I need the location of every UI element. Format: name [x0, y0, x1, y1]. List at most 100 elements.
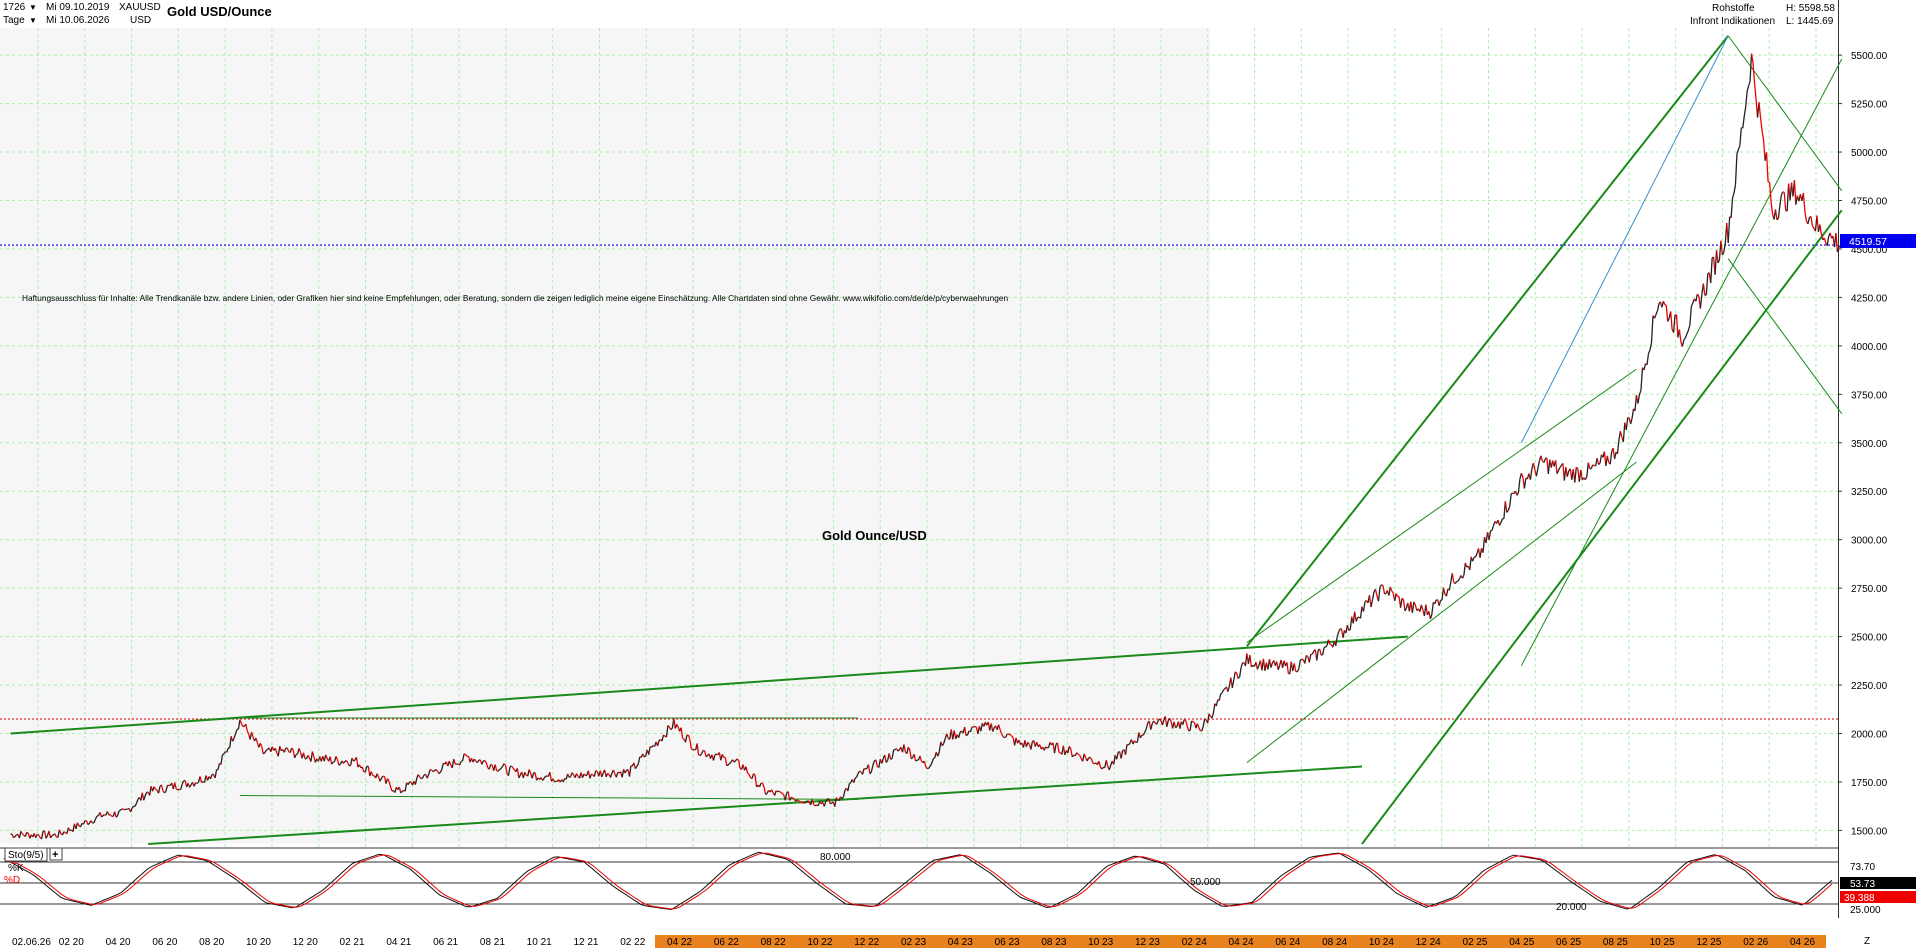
price-segment-down: [1234, 671, 1238, 674]
price-segment-up: [420, 777, 423, 780]
price-segment-up: [1637, 394, 1641, 404]
price-segment-down: [1198, 727, 1201, 731]
trend-line: [148, 765, 1363, 845]
price-segment-down: [1504, 501, 1508, 513]
price-segment-up: [1687, 325, 1691, 331]
price-segment-up: [720, 754, 723, 761]
currency: USD: [130, 15, 151, 26]
price-segment-down: [649, 745, 652, 748]
bars-dropdown-icon[interactable]: ▼: [29, 3, 37, 12]
price-segment-up: [1586, 462, 1589, 477]
price-segment-down: [1077, 753, 1081, 756]
price-segment-up: [441, 762, 444, 770]
price-segment-up: [1202, 718, 1206, 727]
price-segment-up: [1053, 744, 1057, 754]
price-segment-up: [1734, 153, 1738, 185]
price-segment-down: [1720, 240, 1724, 256]
price-segment-up: [422, 774, 425, 779]
start-date: Mi 09.10.2019: [46, 2, 110, 13]
price-segment-up: [1161, 719, 1165, 726]
price-segment-up: [1510, 492, 1513, 495]
price-segment-down: [367, 766, 371, 777]
x-tick-label: 04 26: [1790, 937, 1815, 948]
zoom-icon[interactable]: Z: [1864, 936, 1870, 947]
price-segment-down: [239, 719, 242, 724]
price-segment-up: [1108, 765, 1112, 771]
price-segment-down: [1758, 102, 1762, 118]
price-segment-up: [497, 769, 501, 772]
price-segment-up: [1142, 731, 1146, 736]
price-segment-up: [1127, 742, 1131, 746]
add-indicator-button[interactable]: [49, 847, 63, 861]
price-segment-down: [435, 768, 438, 772]
price-segment-up: [1441, 587, 1445, 600]
plot-shade: [0, 28, 1210, 844]
price-segment-up: [461, 753, 465, 761]
price-segment-up: [115, 815, 119, 818]
price-segment-up: [277, 746, 281, 757]
price-segment-up: [1656, 303, 1660, 311]
x-tick-label: 08 20: [199, 937, 224, 948]
price-segment-up: [1498, 522, 1502, 526]
price-segment-down: [1133, 740, 1137, 743]
price-segment-up: [941, 742, 945, 747]
price-segment-down: [1420, 604, 1424, 611]
price-segment-up: [897, 749, 900, 752]
price-segment-down: [274, 748, 278, 753]
price-segment-down: [1762, 139, 1766, 161]
price-segment-up: [1136, 732, 1140, 743]
price-segment-down: [43, 830, 47, 839]
price-segment-down: [909, 749, 912, 759]
price-segment-down: [1540, 455, 1544, 462]
price-segment-up: [890, 757, 893, 760]
price-segment-down: [1000, 733, 1004, 737]
price-segment-up: [861, 768, 865, 775]
price-segment-down: [1810, 216, 1814, 226]
price-segment-down: [771, 789, 774, 793]
price-segment-up: [1646, 353, 1650, 365]
price-segment-up: [177, 788, 180, 791]
price-segment-up: [1182, 719, 1185, 725]
price-segment-up: [1543, 458, 1547, 463]
price-segment-down: [1009, 734, 1013, 737]
price-segment-up: [1454, 581, 1458, 585]
plus-icon[interactable]: +: [52, 849, 58, 861]
k-value-box: [1840, 877, 1916, 889]
stoch-level-50: 50.000: [1190, 877, 1221, 888]
price-segment-up: [407, 781, 411, 785]
price-segment-up: [1590, 464, 1594, 469]
y-tick-label: 3500.00: [1851, 439, 1888, 450]
price-segment-up: [233, 733, 237, 739]
price-segment-up: [1631, 408, 1635, 419]
price-segment-down: [617, 771, 620, 774]
price-segment-down: [1192, 721, 1195, 724]
x-tick-label: 12 21: [573, 937, 598, 948]
price-segment-up: [1743, 106, 1747, 117]
price-segment-down: [1804, 211, 1808, 222]
price-segment-up: [1731, 192, 1735, 198]
price-segment-down: [286, 747, 290, 752]
period-dropdown-icon[interactable]: ▼: [29, 16, 37, 25]
price-segment-down: [1083, 753, 1087, 758]
price-segment-up: [931, 758, 934, 764]
price-segment-up: [773, 790, 777, 796]
stoch-level-20: 20.000: [1556, 902, 1587, 913]
price-segment-down: [106, 811, 110, 816]
price-segment-up: [726, 764, 729, 767]
price-segment-up: [1116, 752, 1119, 760]
price-segment-up: [220, 754, 224, 765]
price-segment-down: [888, 753, 892, 760]
price-segment-up: [1166, 720, 1169, 727]
price-segment-down: [1665, 305, 1669, 322]
price-segment-down: [1002, 735, 1005, 739]
price-segment-up: [1684, 333, 1688, 339]
price-segment-down: [398, 786, 402, 794]
price-segment-down: [1451, 573, 1455, 583]
price-segment-up: [910, 757, 914, 760]
price-segment-up: [1457, 578, 1461, 582]
price-segment-down: [1664, 303, 1667, 307]
price-segment-up: [234, 729, 238, 735]
price-segment-up: [1584, 476, 1588, 480]
x-tick-label: 02 24: [1182, 937, 1207, 948]
